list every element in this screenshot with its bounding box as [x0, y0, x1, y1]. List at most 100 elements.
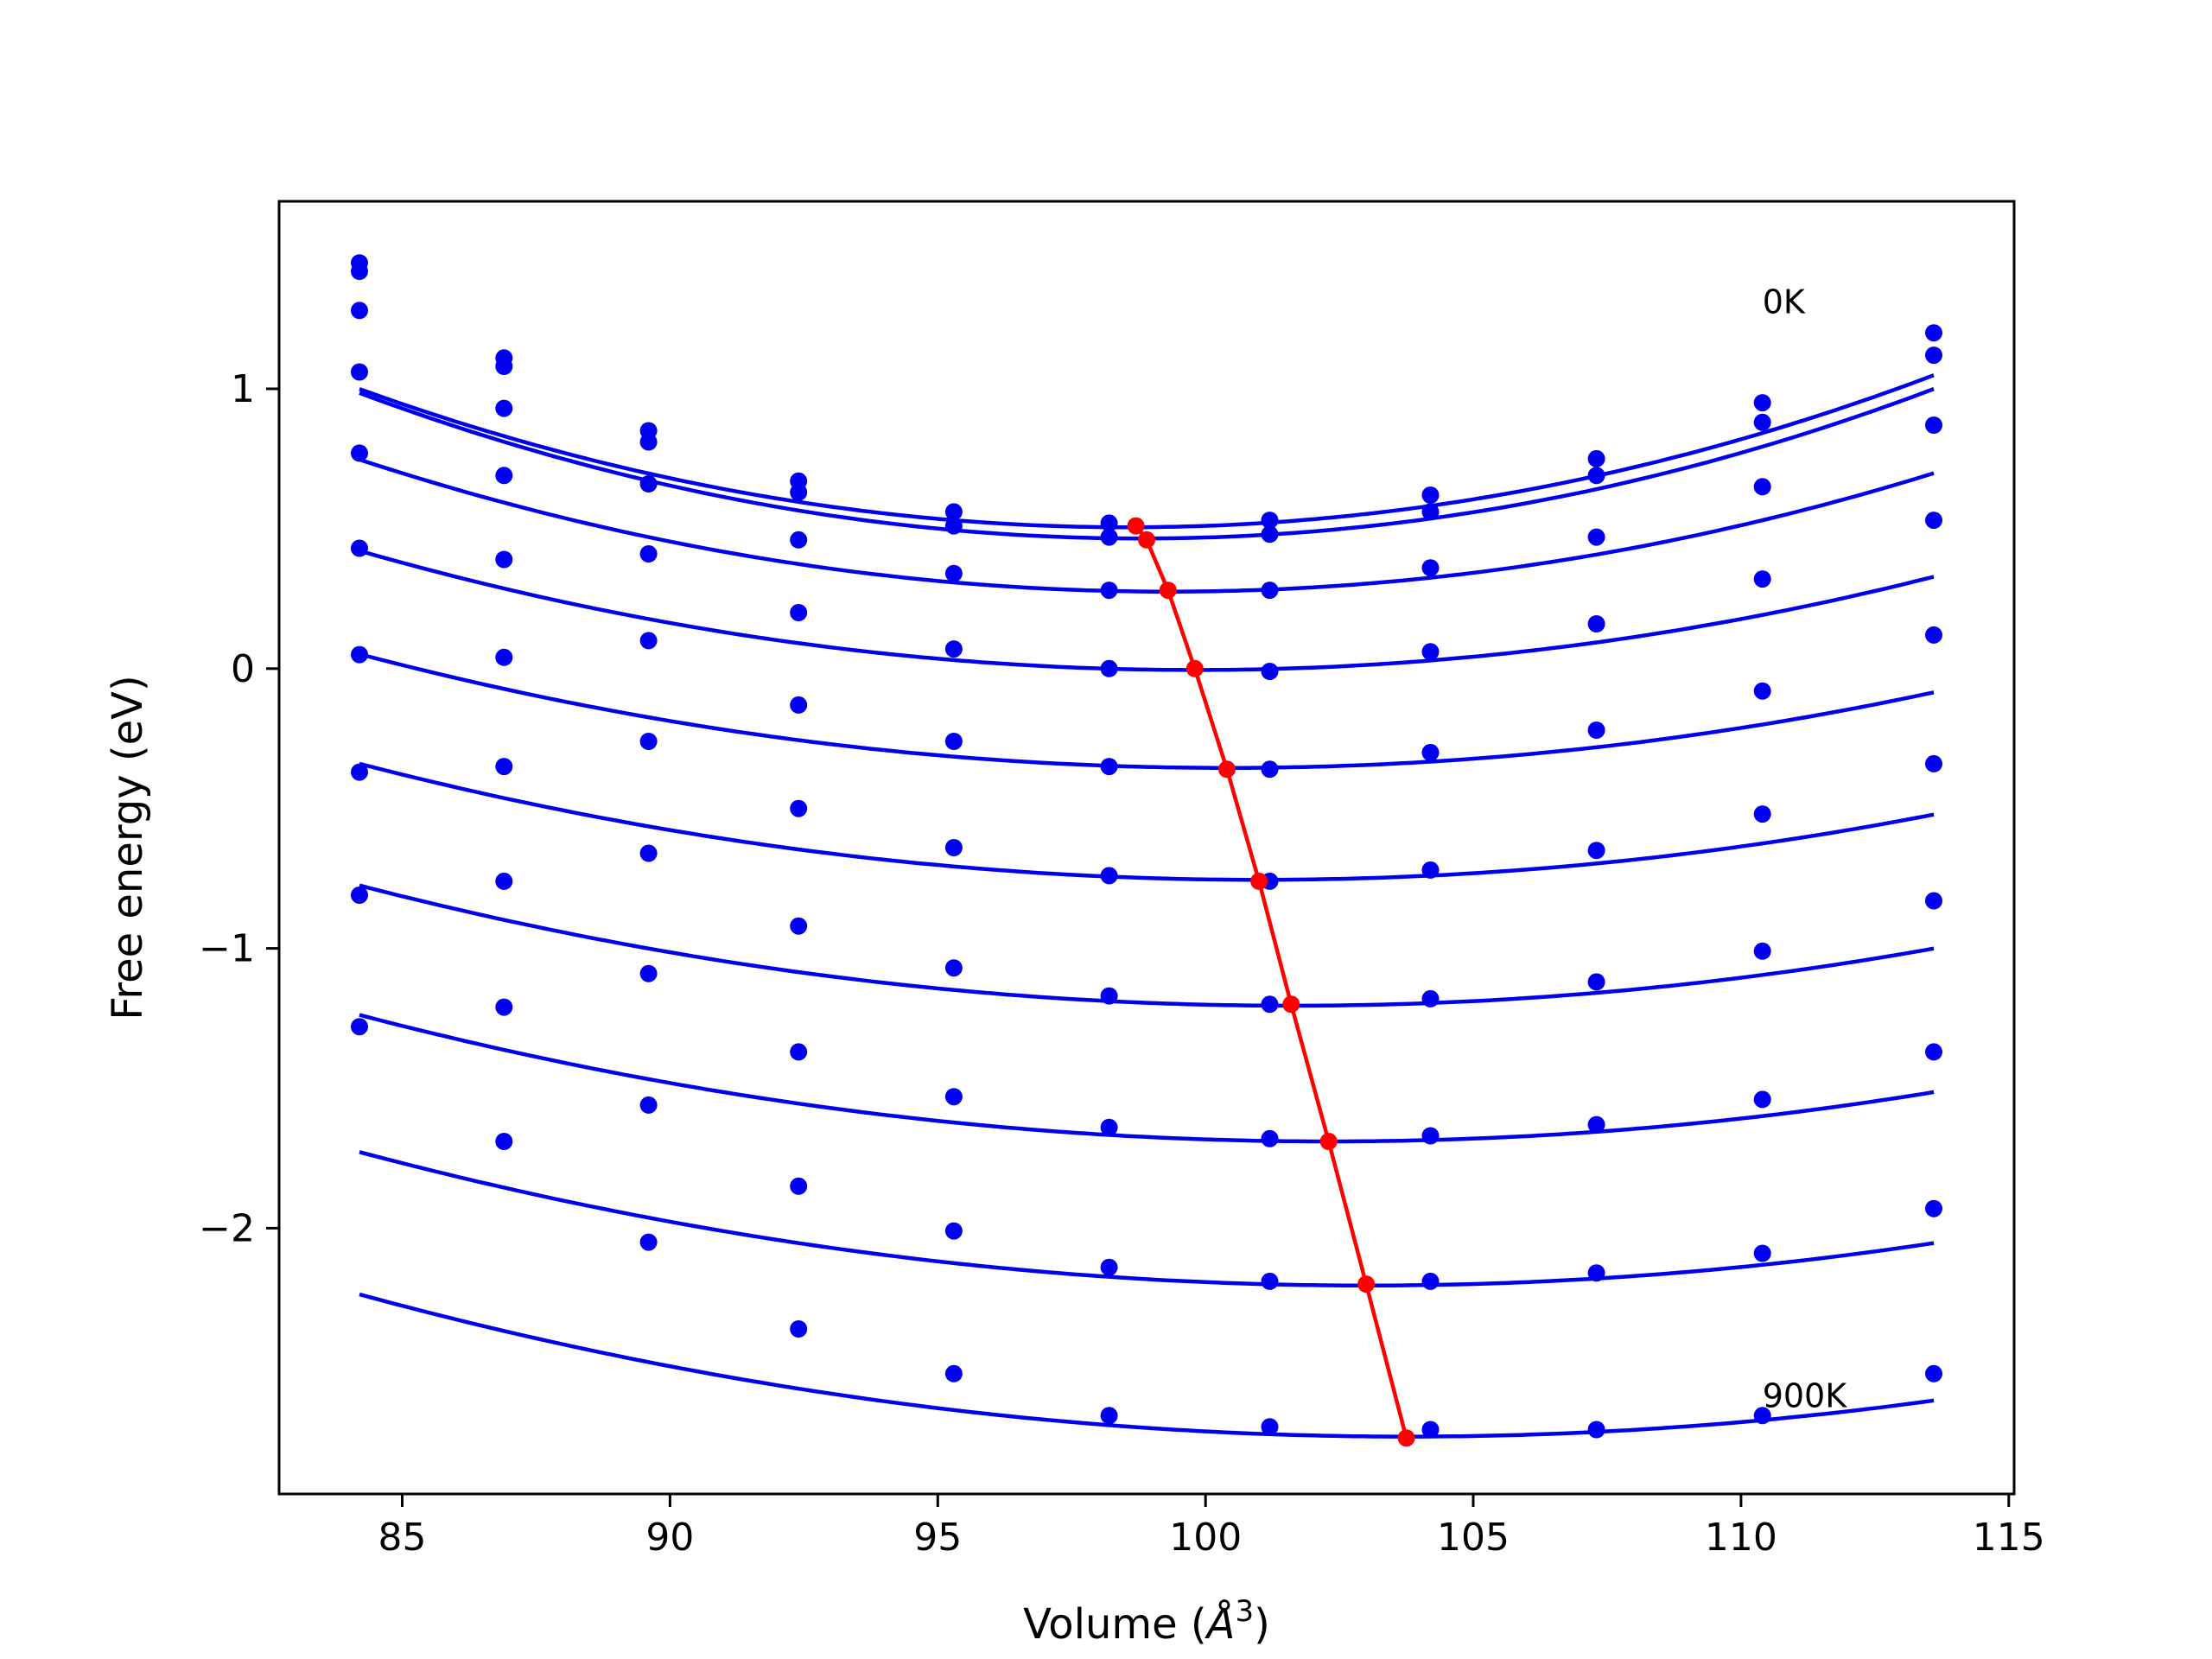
data-point-s5-11 [1925, 626, 1942, 644]
data-point-s2-9 [1587, 467, 1605, 485]
data-point-s9-4 [790, 1177, 808, 1195]
equilibrium-volume-line [1127, 517, 1415, 1447]
data-point-s6-1 [351, 539, 368, 557]
fit-curve-9 [359, 1150, 1935, 1288]
data-point-s8-10 [1753, 1090, 1771, 1109]
data-point-s8-6 [1100, 1118, 1118, 1136]
data-point-s3-3 [639, 475, 658, 493]
y-tick-label-1: 0 [231, 647, 255, 691]
data-point-s7-9 [1587, 973, 1605, 991]
temperature-annotations: 0K 900K [1763, 283, 1848, 1415]
equilibrium-point-3 [1159, 582, 1177, 600]
data-points [351, 254, 1942, 1439]
data-point-s3-1 [351, 302, 368, 320]
x-axis-ticks: 85 90 95 100 105 110 115 [378, 1494, 2045, 1560]
data-point-s5-8 [1421, 743, 1440, 761]
data-point-s3-11 [1925, 416, 1942, 434]
data-point-s5-3 [639, 632, 658, 650]
fit-curve-6 [359, 761, 1935, 882]
data-point-s4-4 [790, 604, 808, 621]
data-point-s10-4 [790, 1320, 808, 1338]
data-point-s7-5 [944, 959, 963, 977]
data-point-s9-6 [1100, 1258, 1118, 1276]
data-point-s8-11 [1925, 1043, 1942, 1061]
data-point-s10-9 [1587, 1421, 1605, 1439]
y-tick-label-2: −1 [199, 927, 255, 971]
data-point-s4-2 [495, 467, 513, 485]
x-tick-label-115: 115 [1973, 1516, 2045, 1560]
data-point-s3-2 [495, 399, 513, 417]
data-point-s5-9 [1587, 721, 1605, 739]
y-axis-ticks: 1 0 −1 −2 [199, 367, 279, 1250]
data-point-s8-8 [1421, 1127, 1440, 1145]
temperature-label-1: 0K [1763, 283, 1806, 321]
data-point-s2-7 [1261, 525, 1279, 543]
fit-curve-10 [359, 1292, 1935, 1439]
data-point-s2-11 [1925, 346, 1942, 365]
data-point-s2-2 [495, 358, 513, 375]
data-point-s6-6 [1100, 867, 1118, 885]
data-point-s7-10 [1753, 942, 1771, 960]
equilibrium-point-6 [1250, 872, 1268, 890]
equilibrium-line [1134, 524, 1408, 1439]
data-point-s7-3 [639, 844, 658, 862]
data-point-s6-3 [639, 733, 658, 750]
data-point-s4-9 [1587, 615, 1605, 632]
equilibrium-point-7 [1282, 995, 1300, 1014]
data-point-s5-7 [1261, 760, 1279, 779]
equilibrium-point-4 [1185, 659, 1204, 677]
fit-curve-3 [359, 457, 1935, 594]
fit-curve-4 [359, 549, 1935, 672]
data-point-s10-1 [351, 1018, 368, 1036]
data-point-s2-1 [351, 263, 368, 280]
y-tick-label-3: −2 [199, 1206, 255, 1250]
data-point-s9-10 [1753, 1244, 1771, 1262]
equilibrium-point-9 [1357, 1275, 1376, 1294]
data-point-s8-4 [790, 1043, 808, 1061]
data-point-s2-10 [1753, 413, 1771, 431]
x-tick-label-100: 100 [1169, 1516, 1242, 1560]
data-point-s1-9 [1587, 449, 1605, 467]
data-point-s10-7 [1261, 1418, 1279, 1436]
data-point-s3-9 [1587, 528, 1605, 546]
data-point-s4-8 [1421, 643, 1440, 661]
data-point-s8-9 [1587, 1116, 1605, 1134]
data-point-s1-7 [1261, 512, 1279, 530]
data-point-s5-4 [790, 696, 808, 714]
data-point-s6-8 [1421, 861, 1440, 879]
fit-curve-8 [359, 1013, 1935, 1144]
fit-curve-1 [359, 373, 1935, 530]
data-point-s2-8 [1421, 503, 1440, 521]
data-point-s6-2 [495, 648, 513, 666]
data-point-s10-2 [495, 1133, 513, 1150]
x-tick-label-105: 105 [1437, 1516, 1510, 1560]
y-tick-label-0: 1 [231, 367, 255, 411]
data-point-s10-11 [1925, 1364, 1942, 1382]
data-point-s4-7 [1261, 663, 1279, 680]
data-point-s9-9 [1587, 1264, 1605, 1282]
data-point-s1-8 [1421, 486, 1440, 504]
data-point-s10-8 [1421, 1421, 1440, 1439]
fit-curve-5 [359, 652, 1935, 770]
data-point-s7-6 [1100, 987, 1118, 1005]
data-point-s9-11 [1925, 1199, 1942, 1217]
temperature-label-2: 900K [1763, 1377, 1848, 1415]
data-point-s6-5 [944, 839, 963, 856]
data-point-s9-7 [1261, 1272, 1279, 1290]
data-point-s10-6 [1100, 1407, 1118, 1425]
data-point-s3-7 [1261, 582, 1279, 600]
data-point-s9-3 [639, 1096, 658, 1114]
data-point-s8-3 [639, 964, 658, 982]
data-point-s6-10 [1753, 805, 1771, 823]
data-point-s1-10 [1753, 394, 1771, 412]
data-point-s6-11 [1925, 754, 1942, 772]
data-point-s10-5 [944, 1364, 963, 1382]
data-point-s4-1 [351, 363, 368, 381]
data-point-s5-5 [944, 733, 963, 750]
data-point-s1-5 [944, 503, 963, 521]
data-point-s4-6 [1100, 659, 1118, 677]
equilibrium-point-2 [1138, 531, 1155, 549]
data-point-s7-11 [1925, 892, 1942, 910]
fit-curve-7 [359, 883, 1935, 1008]
